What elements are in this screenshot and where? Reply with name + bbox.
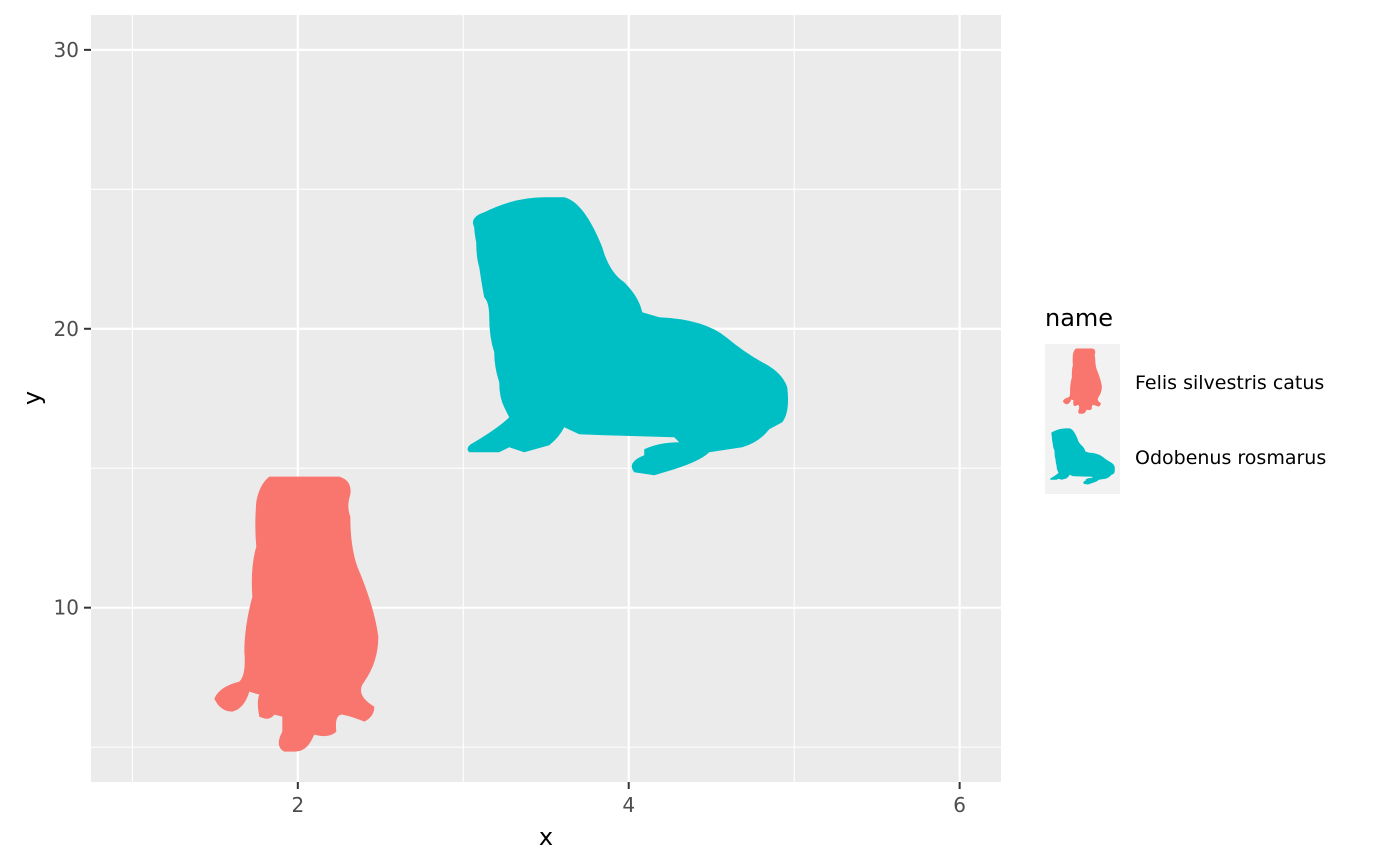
legend-cat-silhouette-icon (1062, 348, 1102, 414)
y-tick-label: 10 (54, 596, 79, 620)
axes: 2 4 6 10 20 30 (54, 38, 966, 817)
x-tick-label: 4 (622, 793, 635, 817)
y-tick-label: 30 (54, 38, 79, 62)
legend-label: Odobenus rosmarus (1135, 447, 1326, 469)
legend-walrus-silhouette-icon (1050, 428, 1115, 485)
x-axis-title: x (539, 823, 553, 851)
minor-gridlines (91, 15, 1001, 782)
cat-body (1062, 348, 1102, 414)
walrus-body (1050, 428, 1115, 485)
legend-label: Felis silvestris catus (1135, 372, 1324, 394)
data-marks (214, 197, 789, 752)
walrus-silhouette-icon (467, 197, 789, 476)
walrus-body (467, 197, 789, 476)
legend: name Felis silvestris catus Odobenus rosm… (1045, 304, 1326, 494)
x-tick-label: 2 (291, 793, 304, 817)
x-tick-label: 6 (953, 793, 966, 817)
y-axis-title: y (18, 391, 46, 405)
y-tick-label: 20 (54, 317, 79, 341)
legend-title: name (1045, 304, 1113, 332)
cat-body (214, 476, 379, 752)
cat-silhouette-icon (214, 476, 379, 752)
